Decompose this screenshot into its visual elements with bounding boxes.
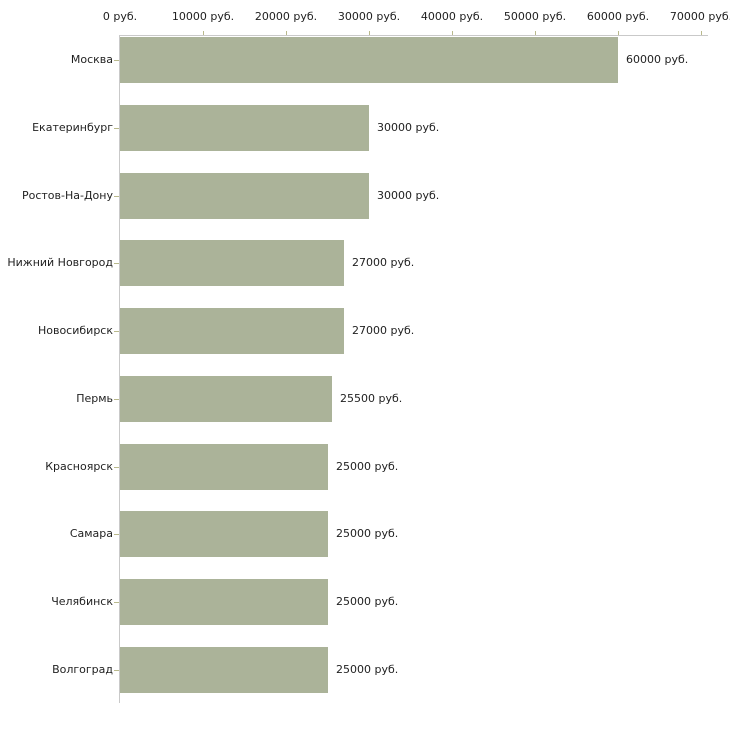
- value-label: 25000 руб.: [336, 460, 399, 473]
- y-axis-tick: [114, 670, 119, 671]
- y-axis-tick: [114, 128, 119, 129]
- x-axis-line: [119, 35, 708, 36]
- y-axis-tick: [114, 399, 119, 400]
- bar: [120, 240, 344, 286]
- bar: [120, 173, 369, 219]
- value-label: 25500 руб.: [340, 392, 403, 405]
- value-label: 25000 руб.: [336, 663, 399, 676]
- x-axis-tick-label: 60000 руб.: [586, 10, 650, 23]
- y-axis-line: [119, 35, 120, 703]
- y-axis-tick: [114, 534, 119, 535]
- value-label: 25000 руб.: [336, 595, 399, 608]
- x-axis-tick-label: 40000 руб.: [420, 10, 484, 23]
- category-label: Екатеринбург: [32, 121, 113, 134]
- value-label: 30000 руб.: [377, 121, 440, 134]
- y-axis-tick: [114, 467, 119, 468]
- y-axis-tick: [114, 602, 119, 603]
- x-axis-tick-label: 0 руб.: [102, 10, 138, 23]
- y-axis-tick: [114, 263, 119, 264]
- x-axis-tick-label: 70000 руб.: [669, 10, 730, 23]
- value-label: 27000 руб.: [352, 324, 415, 337]
- category-label: Пермь: [76, 392, 113, 405]
- x-axis-tick-label: 10000 руб.: [171, 10, 235, 23]
- value-label: 60000 руб.: [626, 53, 689, 66]
- value-label: 27000 руб.: [352, 256, 415, 269]
- value-label: 25000 руб.: [336, 527, 399, 540]
- bar: [120, 37, 618, 83]
- x-axis-tick-label: 20000 руб.: [254, 10, 318, 23]
- y-axis-tick: [114, 331, 119, 332]
- bar: [120, 511, 328, 557]
- bar: [120, 579, 328, 625]
- x-axis-tick: [535, 31, 536, 35]
- category-label: Волгоград: [52, 663, 113, 676]
- x-axis-tick: [701, 31, 702, 35]
- category-label: Москва: [70, 53, 113, 66]
- y-axis-tick: [114, 60, 119, 61]
- category-label: Челябинск: [51, 595, 113, 608]
- bar: [120, 376, 332, 422]
- bar: [120, 105, 369, 151]
- x-axis-tick: [286, 31, 287, 35]
- x-axis-tick: [203, 31, 204, 35]
- category-label: Самара: [69, 527, 113, 540]
- x-axis-tick-label: 50000 руб.: [503, 10, 567, 23]
- x-axis-tick-label: 30000 руб.: [337, 10, 401, 23]
- bar: [120, 444, 328, 490]
- x-axis-tick: [618, 31, 619, 35]
- category-label: Нижний Новгород: [7, 256, 113, 269]
- bar: [120, 308, 344, 354]
- value-label: 30000 руб.: [377, 189, 440, 202]
- category-label: Ростов-На-Дону: [21, 189, 113, 202]
- bar: [120, 647, 328, 693]
- x-axis-tick: [369, 31, 370, 35]
- category-label: Новосибирск: [37, 324, 113, 337]
- x-axis-tick: [452, 31, 453, 35]
- category-label: Красноярск: [45, 460, 113, 473]
- y-axis-tick: [114, 196, 119, 197]
